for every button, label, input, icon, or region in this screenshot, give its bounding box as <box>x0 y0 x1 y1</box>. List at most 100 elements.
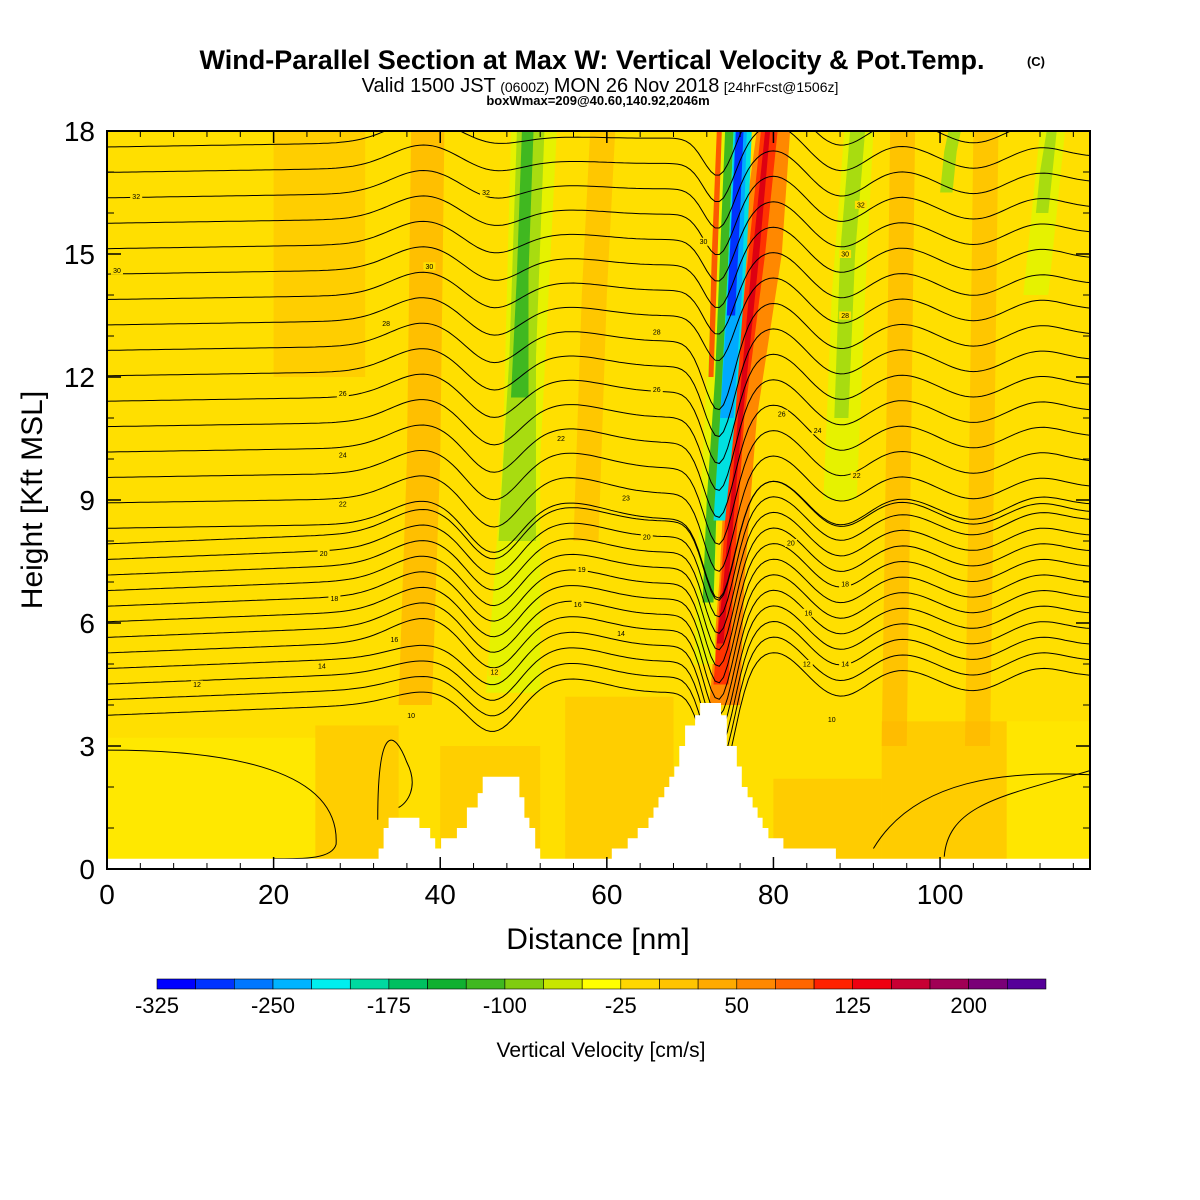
contour-label: 12 <box>491 670 499 677</box>
colorbar-swatch <box>311 978 351 990</box>
theta-contour <box>377 739 413 820</box>
contour-label-bg <box>784 539 797 547</box>
theta-contour <box>107 131 1090 202</box>
field-stripe-lightgreen <box>940 131 961 193</box>
field-zone-orange <box>273 131 366 377</box>
theta-contour <box>107 150 1090 229</box>
colorbar-tick-label: 200 <box>950 993 987 1018</box>
contour-label-bg <box>615 629 627 638</box>
contour-label: 28 <box>382 321 390 328</box>
colorbar-swatch <box>581 978 622 990</box>
theta-contour <box>107 226 1090 309</box>
contour-label: 32 <box>132 194 140 201</box>
chart-subtitle-2: boxWmax=209@40.60,140.92,2046m <box>486 93 709 108</box>
colorbar-swatch <box>349 978 390 990</box>
colorbar-swatch <box>543 978 583 990</box>
contour-label: 30 <box>700 239 708 246</box>
theta-contour <box>107 455 1090 572</box>
colorbar-swatch <box>620 978 660 990</box>
contour-label: 18 <box>331 596 339 603</box>
colorbar-swatch <box>272 978 312 990</box>
contour-label-bg <box>839 311 852 320</box>
contour-label: 26 <box>778 411 786 418</box>
contour-label-bg <box>317 549 330 558</box>
contour-label-bg <box>697 237 710 246</box>
contour-label-bg <box>111 266 123 275</box>
contour-label: 28 <box>653 329 661 336</box>
x-axis-label: Distance [nm] <box>506 923 689 956</box>
colorbar-swatch <box>852 978 892 990</box>
colorbar-tick-label: -175 <box>367 993 411 1018</box>
x-tick-label: 20 <box>258 879 289 910</box>
field-downdraft-green <box>702 131 734 603</box>
theta-contour <box>107 511 1090 634</box>
colorbar-swatch <box>156 978 196 990</box>
field-downdraft-blue <box>726 131 744 316</box>
colorbar: -325 -250 -175 -100 -25 50 125 200 <box>135 978 1047 1018</box>
theta-contour <box>107 527 1090 651</box>
title-mark: (C) <box>1027 54 1045 69</box>
contour-label-bg <box>191 680 203 689</box>
chart-subtitle: Valid 1500 JST (0600Z) MON 26 Nov 2018 [… <box>362 75 839 97</box>
contour-label: 20 <box>787 541 795 548</box>
theta-contour <box>107 277 1090 362</box>
contour-label: 16 <box>391 637 399 644</box>
contour-label-bg <box>825 715 838 724</box>
contour-label-bg <box>775 409 788 418</box>
contour-label: 20 <box>320 551 328 558</box>
contour-label: 32 <box>857 202 865 209</box>
contour-label-bg <box>811 426 824 435</box>
x-tick-label: 40 <box>425 879 456 910</box>
contour-label: 12 <box>803 662 811 669</box>
contour-label-bg <box>620 493 632 502</box>
contour-label: 28 <box>841 313 849 320</box>
y-tick-label: 6 <box>79 608 95 639</box>
colorbar-swatch <box>891 978 931 990</box>
theta-contour <box>107 558 1090 684</box>
potential-temperature-contours <box>107 131 1090 860</box>
contour-label: 10 <box>828 717 836 724</box>
contour-label-bg <box>328 594 341 603</box>
field-updraft-darkred <box>716 131 771 644</box>
colorbar-swatch <box>388 978 428 990</box>
contour-labels: 32 30 32 30 28 26 24 22 20 18 16 14 12 10 12 22 19 16 14 23… <box>111 188 867 724</box>
y-axis-label: Height [Kft MSL] <box>16 391 49 609</box>
colorbar-swatch <box>1006 978 1047 990</box>
contour-label: 22 <box>339 502 347 509</box>
contour-label-bg <box>336 500 349 509</box>
contour-label-bg <box>850 471 863 480</box>
field-zone-orange <box>773 778 882 869</box>
contour-label-bg <box>650 327 663 336</box>
contour-label: 14 <box>617 631 625 638</box>
colorbar-swatch <box>968 978 1008 990</box>
theta-contour <box>107 404 1090 518</box>
theta-contour <box>107 201 1090 282</box>
contour-label-bg <box>315 662 328 670</box>
contour-label: 14 <box>841 662 849 669</box>
colorbar-tick-label: -25 <box>605 993 637 1018</box>
field-column-orange <box>965 131 999 746</box>
plot-area: 32 30 32 30 28 26 24 22 20 18 16 14 12 10 12 22 19 16 14 23… <box>107 131 1090 869</box>
contour-label: 30 <box>113 268 121 275</box>
contour-label-bg <box>839 580 852 588</box>
colorbar-tick-label: -100 <box>483 993 527 1018</box>
contour-label-bg <box>555 434 567 443</box>
colorbar-swatch <box>813 978 854 990</box>
contour-label-bg <box>480 188 492 197</box>
colorbar-swatch <box>929 978 969 990</box>
theta-contour <box>107 620 1090 750</box>
colorbar-tick-label: 50 <box>725 993 749 1018</box>
colorbar-swatch <box>775 978 815 990</box>
field-stripe-green <box>511 131 534 398</box>
contour-label: 24 <box>339 452 347 459</box>
theta-contour <box>107 480 1090 599</box>
field-stripe-lightgreen <box>1035 131 1057 213</box>
contour-label-bg <box>130 192 143 201</box>
x-tick-label: 60 <box>591 879 622 910</box>
y-tick-label: 0 <box>79 854 95 885</box>
contour-label-bg <box>405 711 418 720</box>
theta-contour <box>107 605 1090 734</box>
contour-label: 16 <box>574 602 582 609</box>
colorbar-swatch <box>736 978 776 990</box>
x-tick-label: 0 <box>99 879 115 910</box>
